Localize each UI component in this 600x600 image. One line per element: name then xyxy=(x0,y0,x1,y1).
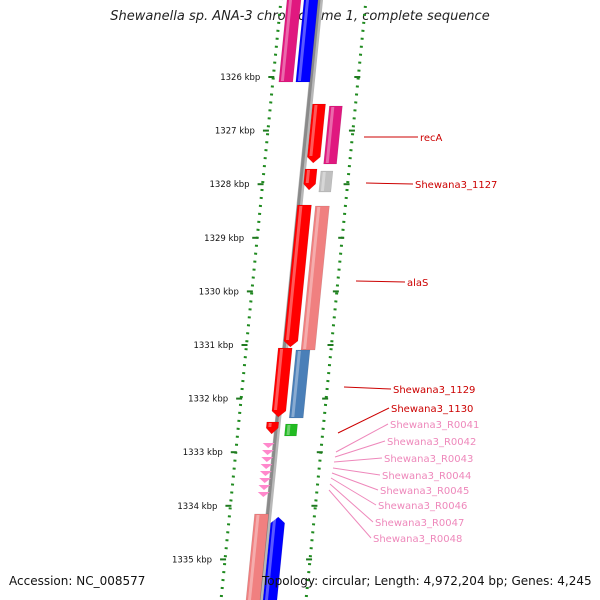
ruler-tick-label: 1335 kbp xyxy=(172,555,212,565)
rna-marker xyxy=(259,471,272,476)
feature-label: Shewana3_R0043 xyxy=(384,454,473,465)
leader-line xyxy=(330,477,377,506)
topology-text: Topology: circular; Length: 4,972,204 bp… xyxy=(262,574,592,588)
accession-text: Accession: NC_008577 xyxy=(9,574,146,588)
ruler-tick-label: 1329 kbp xyxy=(204,234,244,244)
feature-label: Shewana3_R0041 xyxy=(390,420,479,431)
rna-marker xyxy=(257,492,270,497)
feature-label: Shewana3_1130 xyxy=(391,404,473,415)
gene-shewana3-1129 xyxy=(271,347,293,418)
cds-shewana3-1127-shine xyxy=(320,172,326,191)
feature-label: Shewana3_R0048 xyxy=(373,534,462,545)
cds-alas xyxy=(300,205,330,351)
rna-marker xyxy=(258,485,271,490)
ruler-tick-label: 1328 kbp xyxy=(210,180,250,190)
leader-line xyxy=(335,423,389,453)
cds-shewana3-1130 xyxy=(284,423,298,437)
ruler-ticks: 1326 kbp 1327 kbp 1328 kbp 1329 kbp 1330 kbp… xyxy=(172,73,361,565)
ruler-tick-label: 1330 kbp xyxy=(199,287,239,297)
leader-line xyxy=(329,483,374,523)
gene-bottom-blue-shine xyxy=(265,518,277,600)
rna-marker xyxy=(262,443,275,448)
gene-shewana3-1127-shine xyxy=(305,170,310,183)
feature-label: Shewana3_1129 xyxy=(393,385,475,396)
leader-line xyxy=(343,386,392,390)
leader-line xyxy=(355,280,406,283)
leader-line xyxy=(331,472,379,491)
gene-reca-shine xyxy=(309,105,318,156)
ruler-tick-label: 1327 kbp xyxy=(215,127,255,137)
feature-label: Shewana3_R0046 xyxy=(378,501,467,512)
gene-top-magenta xyxy=(278,0,302,83)
feature-label: Shewana3_R0044 xyxy=(382,471,471,482)
gene-bottom-salmon-shine xyxy=(248,515,260,600)
feature-label: alaS xyxy=(407,278,428,289)
feature-tracks xyxy=(245,0,343,600)
ruler-tick-label: 1334 kbp xyxy=(177,502,217,512)
gene-shewana3-1130-shine xyxy=(268,423,272,427)
leader-line xyxy=(328,489,372,539)
gene-reca xyxy=(307,103,326,164)
leader-line xyxy=(337,407,390,434)
leader-line xyxy=(334,440,386,458)
cds-shewana3-1127 xyxy=(318,170,334,193)
ruler-tick-label: 1331 kbp xyxy=(193,341,233,351)
cds-alas-shine xyxy=(303,207,321,349)
cds-shewana3-1129 xyxy=(288,349,311,419)
gene-top-blue xyxy=(295,0,319,83)
leader-line xyxy=(365,182,414,185)
gene-top-magenta-shine xyxy=(280,0,292,81)
cds-shewana3-1130-shine xyxy=(286,425,291,435)
gene-shewana3-1129-shine xyxy=(274,349,284,410)
ruler-tick-label: 1333 kbp xyxy=(183,448,223,458)
map-title: Shewanella sp. ANA-3 chromosome 1, compl… xyxy=(110,9,490,24)
rna-marker xyxy=(260,464,273,469)
gene-shewana3-1130 xyxy=(265,421,280,435)
rna-marker xyxy=(261,457,274,462)
feature-labels: recA Shewana3_1127 alaS Shewana3_1129 Shewan… xyxy=(328,133,497,545)
cds-shewana3-1129-shine xyxy=(291,351,301,417)
gene-alas xyxy=(283,204,312,348)
ruler-tick-label: 1326 kbp xyxy=(220,73,260,83)
ruler-tick-label: 1332 kbp xyxy=(188,395,228,405)
gene-bottom-salmon xyxy=(245,513,269,600)
cds-reca-shine xyxy=(325,107,335,163)
ruler-line-left xyxy=(219,0,283,600)
cds-reca xyxy=(323,105,343,165)
gene-alas-shine xyxy=(286,206,303,340)
gene-shewana3-1127 xyxy=(303,168,318,191)
feature-label: Shewana3_1127 xyxy=(415,180,497,191)
feature-label: Shewana3_R0042 xyxy=(387,437,476,448)
feature-label: Shewana3_R0045 xyxy=(380,486,469,497)
rna-marker xyxy=(259,478,272,483)
leader-line xyxy=(332,467,381,476)
gene-bottom-blue xyxy=(262,516,285,600)
rna-marker xyxy=(262,450,274,455)
feature-label: Shewana3_R0047 xyxy=(375,518,464,529)
gene-top-blue-shine xyxy=(297,0,309,81)
feature-label: recA xyxy=(420,133,443,144)
leader-line xyxy=(333,457,383,463)
